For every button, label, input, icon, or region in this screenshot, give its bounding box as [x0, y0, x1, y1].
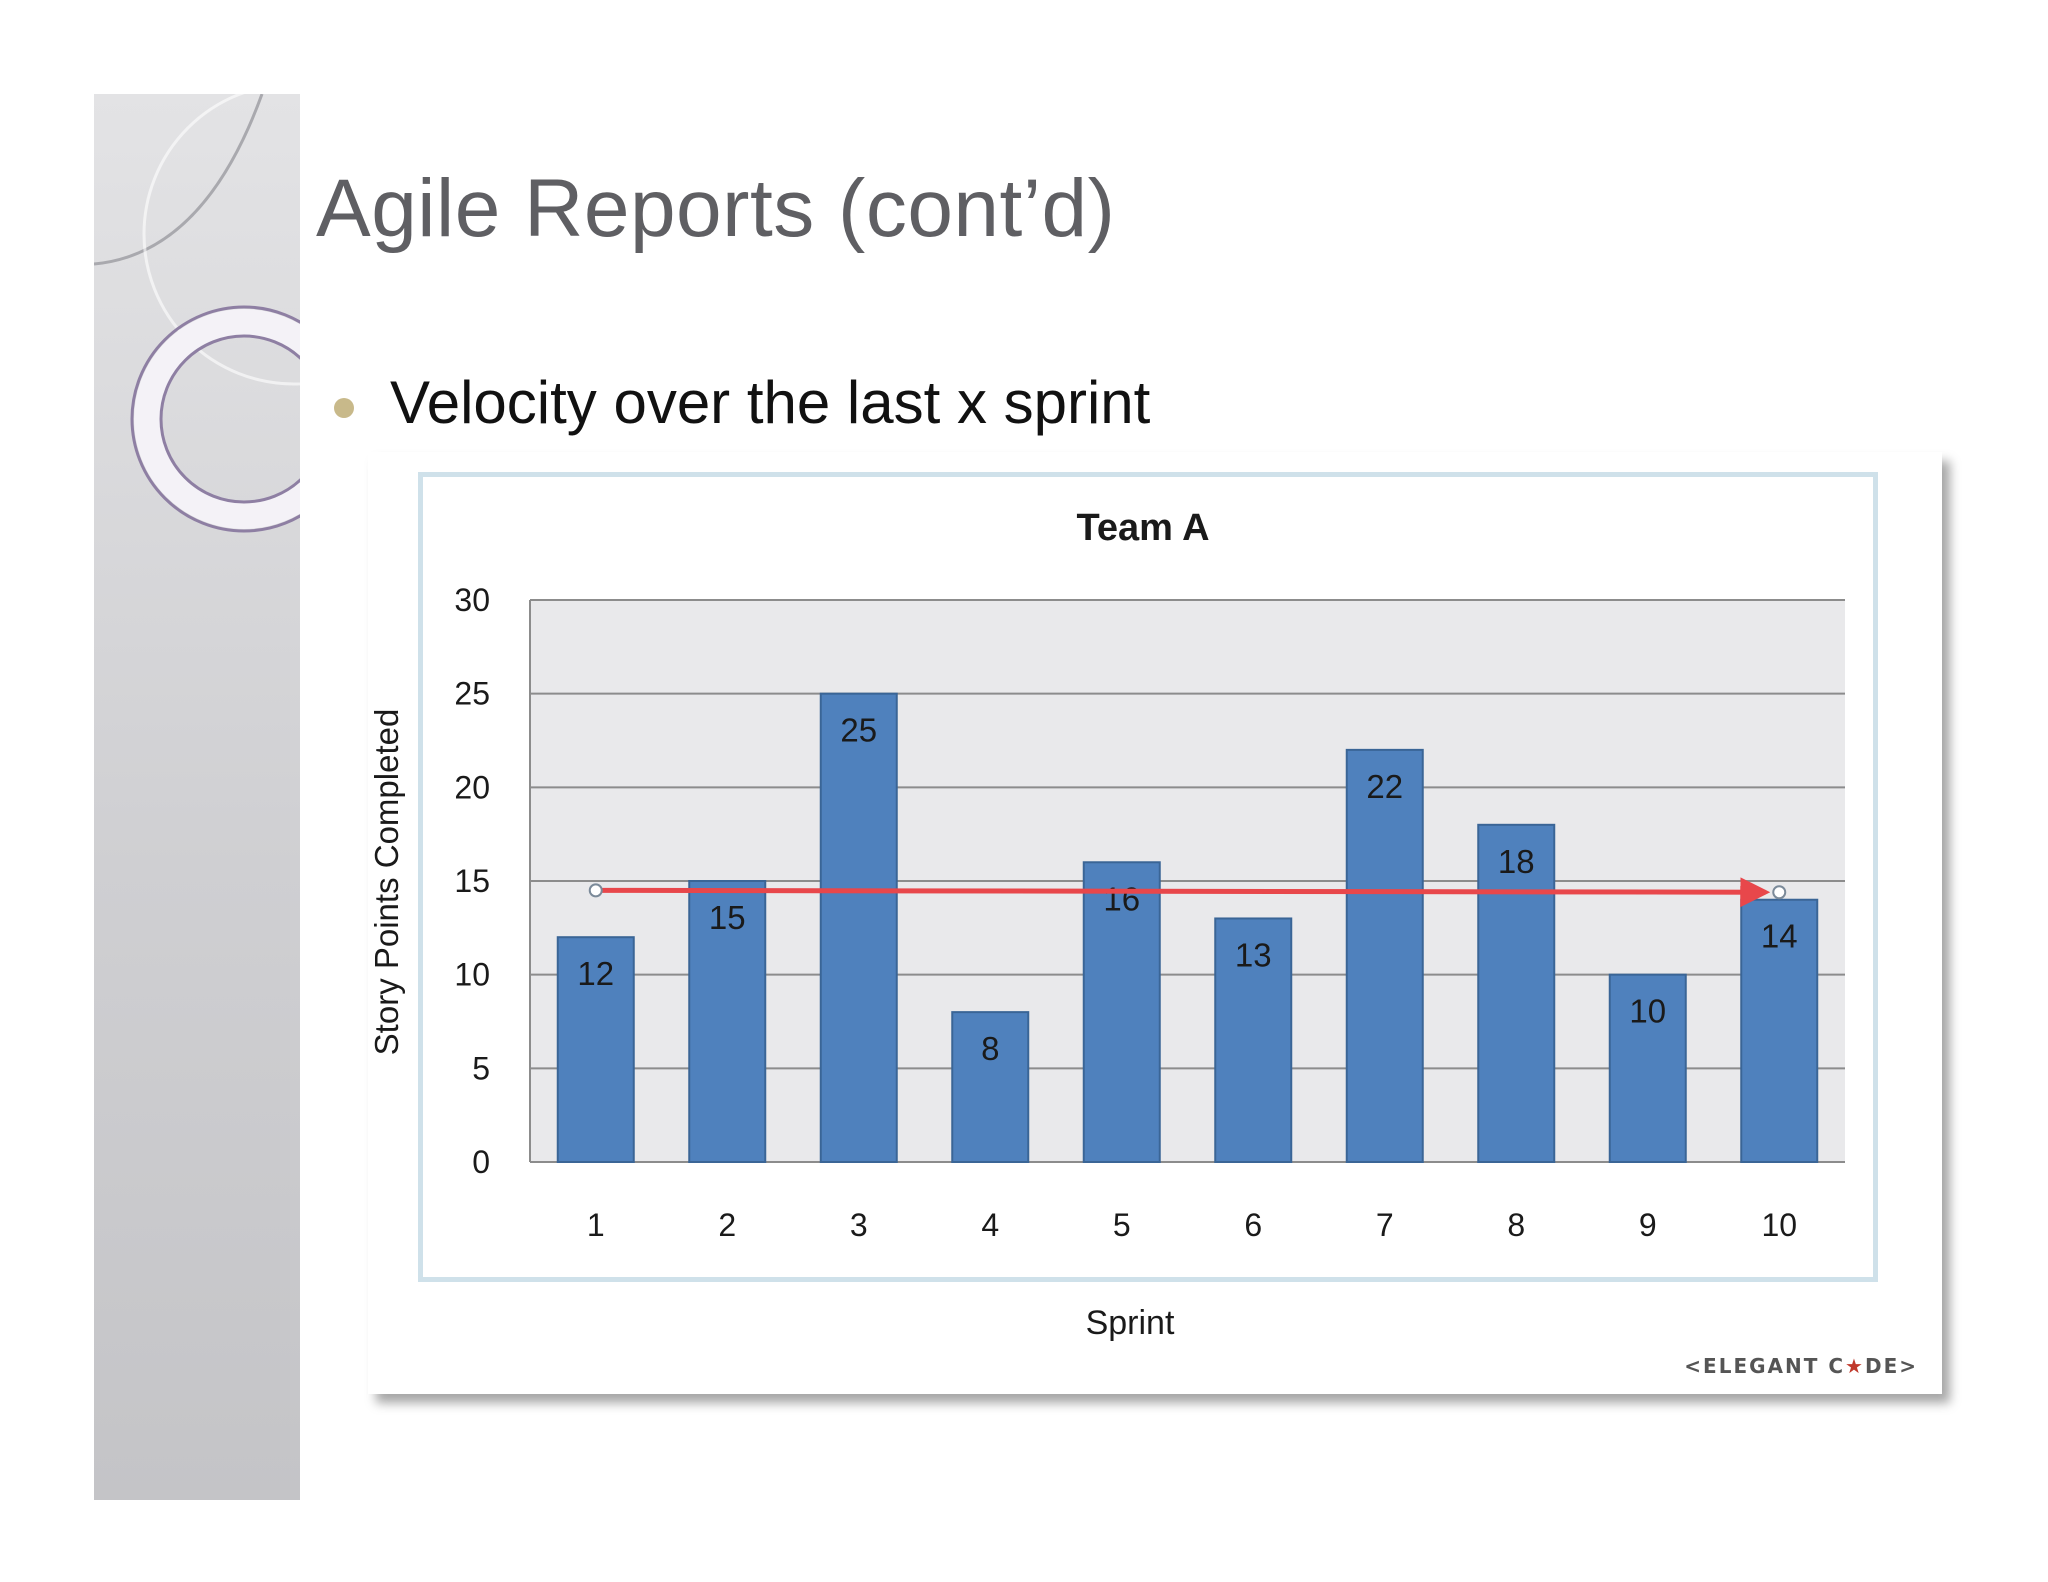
x-tick-label: 3: [850, 1207, 868, 1243]
bar-value-label: 15: [709, 899, 746, 936]
bar-value-label: 16: [1103, 880, 1140, 917]
x-tick-label: 4: [981, 1207, 999, 1243]
bars: 12 15 25 8 16 13 22 18 10 14: [556, 692, 1819, 1164]
bar-value-label: 8: [981, 1030, 999, 1067]
y-axis-title: Story Points Completed: [368, 709, 405, 1056]
y-tick-label: 25: [454, 676, 490, 712]
bullet-text: Velocity over the last x sprint: [390, 369, 1151, 436]
x-tick-label: 2: [718, 1207, 736, 1243]
sidebar-decoration: [93, 82, 446, 1500]
chart-title: Team A: [1076, 507, 1209, 549]
trend-arrow: [595, 877, 1771, 908]
bar: [556, 936, 635, 1164]
y-axis-ticks: 0 5 10 15 20 25 30: [454, 582, 490, 1180]
bar: [688, 880, 767, 1163]
y-tick-label: 0: [472, 1144, 490, 1180]
x-tick-label: 10: [1761, 1207, 1797, 1243]
x-axis-ticks: 1 2 3 4 5 6 7 8 9 10: [587, 1207, 1797, 1243]
y-tick-label: 20: [454, 769, 490, 805]
x-tick-label: 8: [1507, 1207, 1525, 1243]
sidebar-circles-graphic: [93, 82, 446, 533]
bar: [1345, 748, 1424, 1163]
trend-handle: [588, 883, 603, 898]
x-tick-label: 5: [1113, 1207, 1131, 1243]
y-tick-label: 30: [454, 582, 490, 618]
x-axis-title: Sprint: [1086, 1304, 1175, 1342]
bar: [819, 692, 898, 1164]
chart-frame: [418, 472, 1878, 1282]
bar-value-label: 12: [577, 955, 614, 992]
trend-line: [588, 877, 1787, 908]
x-tick-label: 6: [1244, 1207, 1262, 1243]
bar-value-label: 22: [1366, 768, 1403, 805]
bar: [1608, 973, 1687, 1164]
y-tick-label: 10: [454, 957, 490, 993]
x-tick-label: 7: [1376, 1207, 1394, 1243]
slide-title: Agile Reports (cont’d): [316, 163, 1116, 254]
x-tick-label: 9: [1639, 1207, 1657, 1243]
trend-handle: [1772, 885, 1787, 900]
y-tick-label: 5: [472, 1050, 490, 1086]
bar-value-label: 10: [1629, 993, 1666, 1030]
star-icon: ★: [1845, 1354, 1865, 1378]
bar: [1477, 823, 1556, 1163]
bar-value-label: 25: [840, 712, 877, 749]
bar: [1082, 861, 1161, 1163]
bullet-icon: [334, 398, 354, 418]
bar-value-label: 14: [1761, 918, 1798, 955]
bar-value-label: 18: [1498, 843, 1535, 880]
bar-value-label: 13: [1235, 936, 1272, 973]
x-tick-label: 1: [587, 1207, 605, 1243]
y-tick-label: 15: [454, 863, 490, 899]
elegant-code-logo: <ELEGANT C★DE>: [1684, 1354, 1918, 1378]
bar: [951, 1011, 1030, 1164]
bar: [1740, 898, 1819, 1163]
bar: [1214, 917, 1293, 1164]
